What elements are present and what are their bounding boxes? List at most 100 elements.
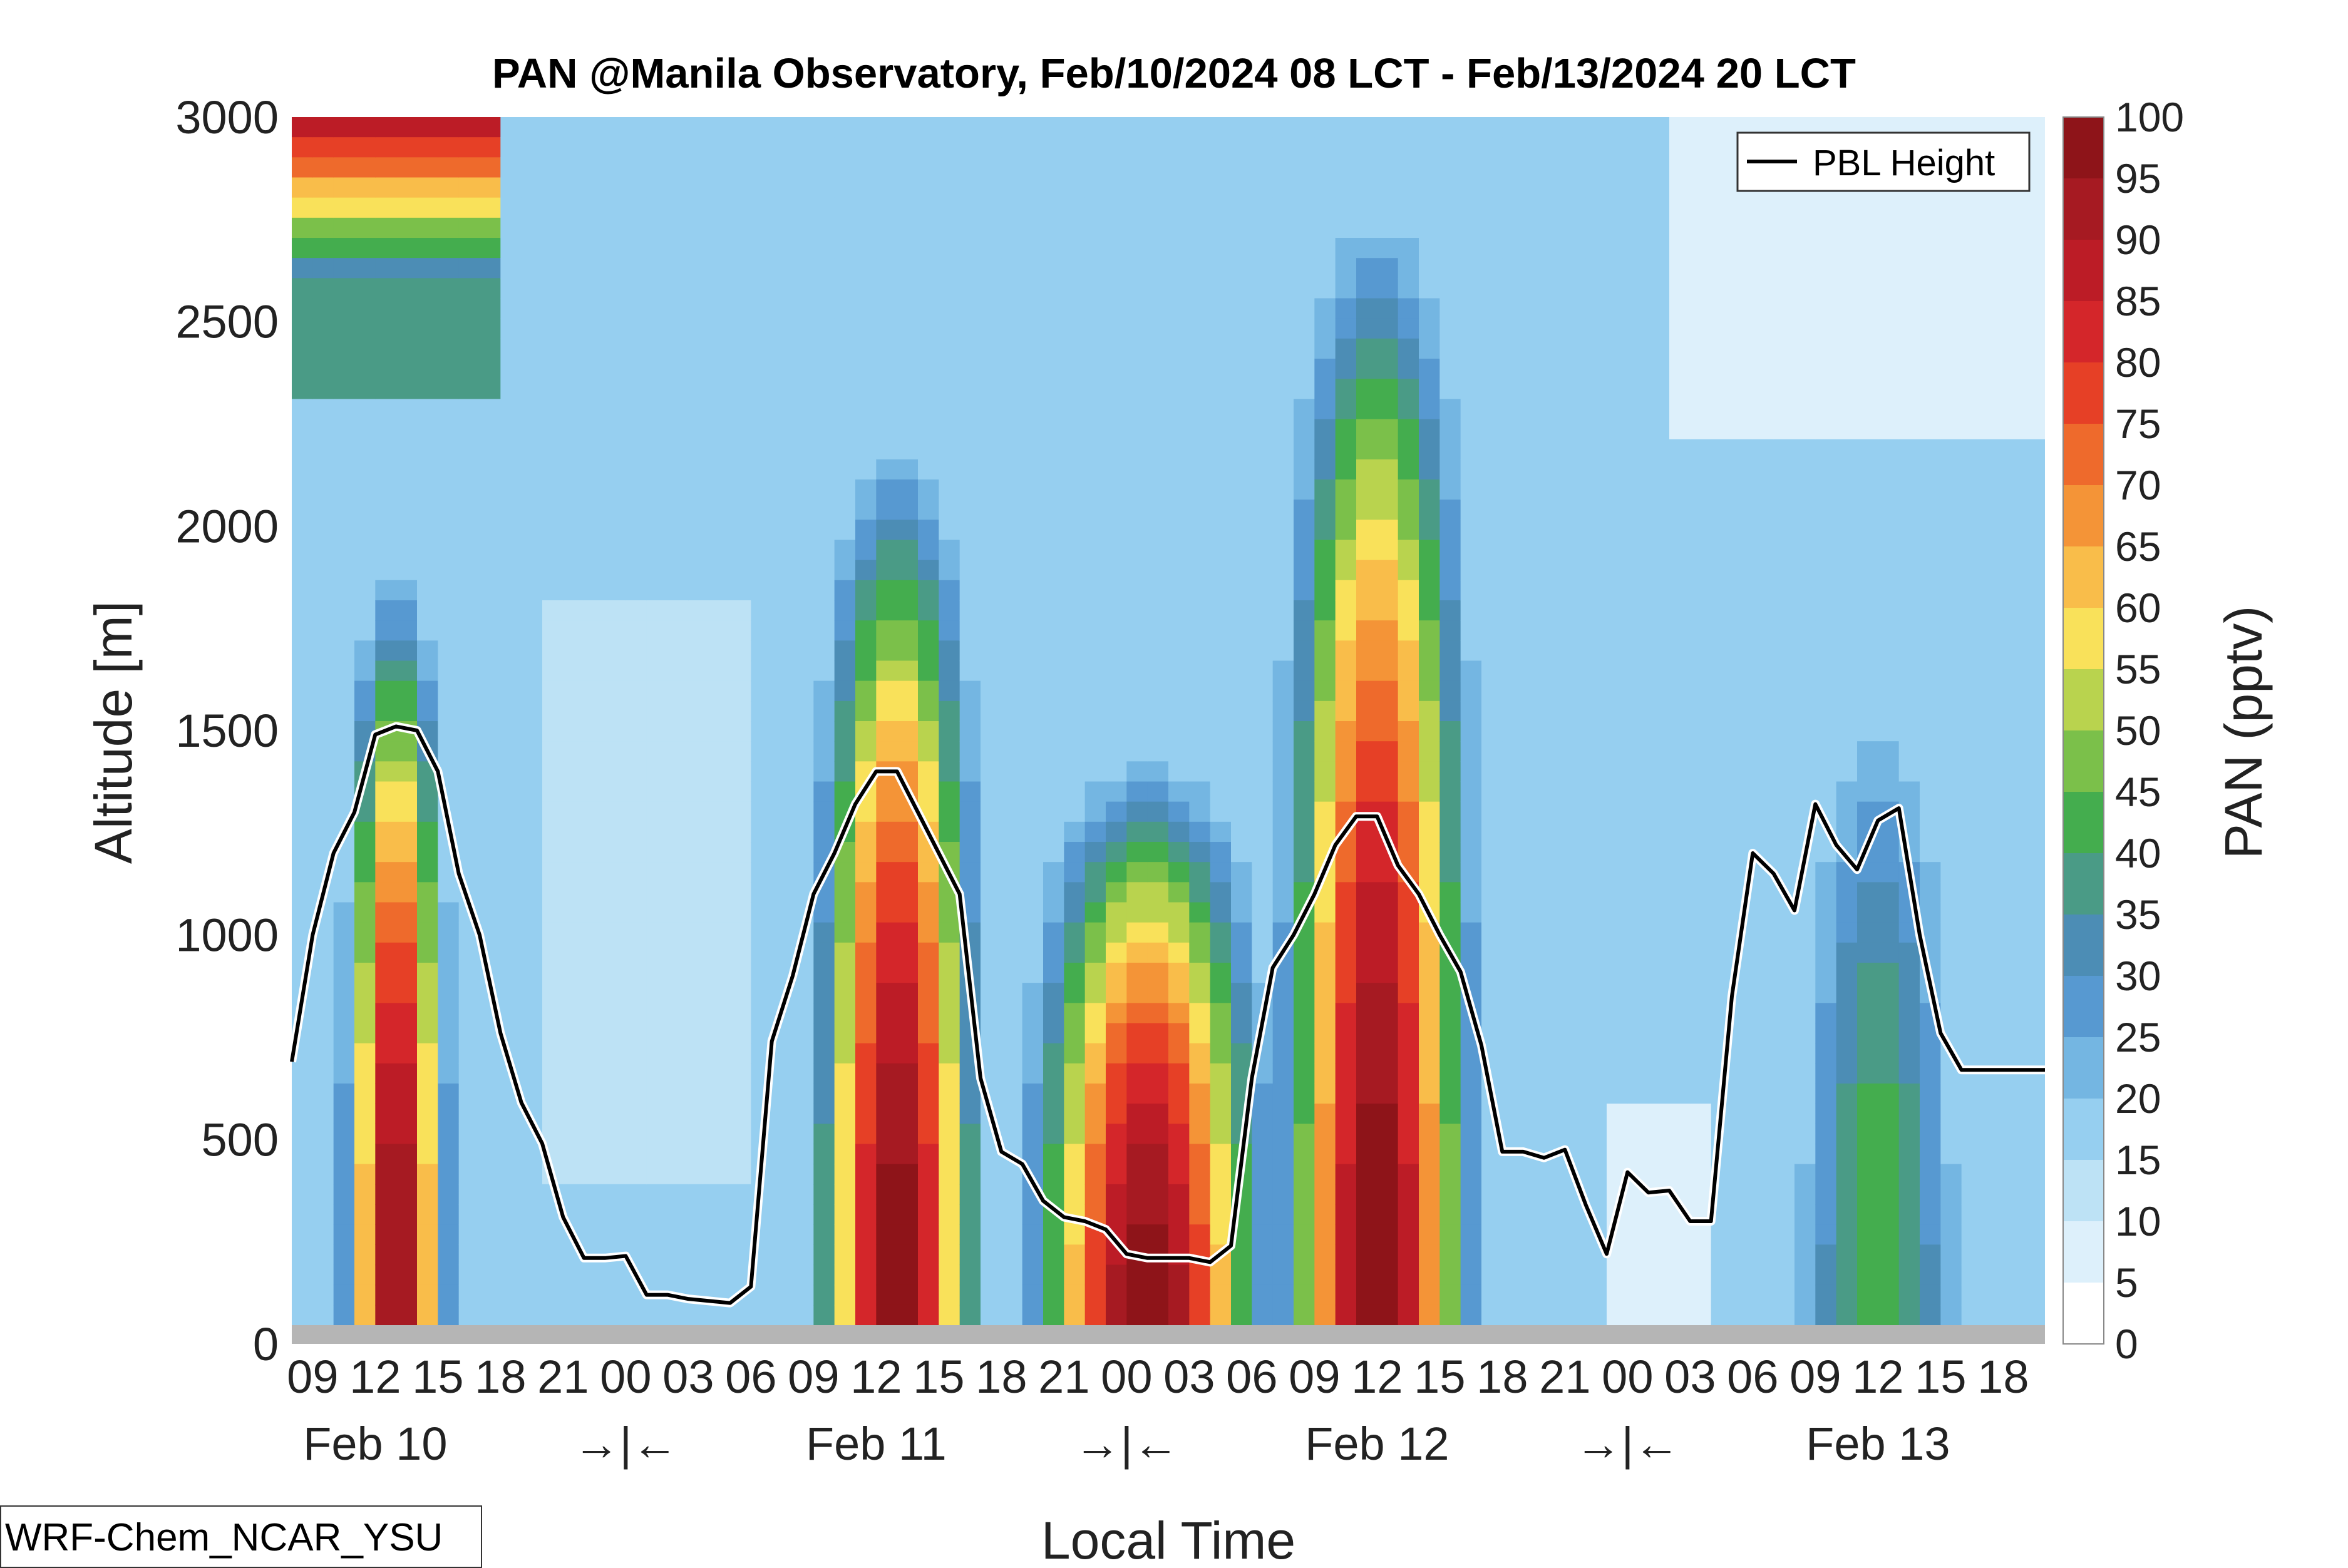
heatmap-cell (793, 177, 814, 198)
heatmap-cell (688, 963, 710, 983)
heatmap-cell (876, 217, 898, 238)
heatmap-cell (1627, 862, 1649, 883)
heatmap-cell (1607, 439, 1628, 460)
heatmap-cell (730, 1164, 751, 1185)
heatmap-cell (605, 560, 626, 581)
heatmap-cell (1481, 298, 1503, 319)
heatmap-cell (813, 439, 835, 460)
heatmap-cell (1669, 1124, 1691, 1145)
heatmap-cell (1982, 862, 2004, 883)
heatmap-cell (1272, 1304, 1294, 1325)
heatmap-cell (1294, 359, 1315, 379)
heatmap-cell (1481, 821, 1503, 843)
heatmap-cell (563, 419, 585, 440)
heatmap-cell (1356, 177, 1377, 198)
heatmap-cell (1126, 298, 1148, 319)
heatmap-cell (855, 1023, 877, 1044)
heatmap-cell (1565, 1224, 1587, 1245)
heatmap-cell (1940, 862, 1962, 883)
heatmap-cell (1419, 419, 1440, 440)
heatmap-cell (354, 1063, 376, 1084)
heatmap-cell (793, 862, 814, 883)
heatmap-cell (981, 338, 1002, 359)
heatmap-cell (876, 278, 898, 299)
heatmap-cell (834, 177, 856, 198)
heatmap-cell (1627, 439, 1649, 460)
heatmap-cell (1523, 680, 1545, 702)
heatmap-cell (375, 379, 397, 399)
heatmap-cell (813, 540, 835, 561)
heatmap-cell (1252, 439, 1274, 460)
heatmap-cell (1314, 680, 1336, 702)
heatmap-cell (876, 922, 898, 943)
heatmap-cell (1690, 580, 1712, 601)
heatmap-cell (876, 1184, 898, 1205)
heatmap-cell (1940, 1224, 1962, 1245)
heatmap-cell (333, 540, 355, 561)
heatmap-cell (2003, 560, 2025, 581)
heatmap-cell (1084, 700, 1106, 722)
heatmap-cell (333, 258, 355, 279)
heatmap-cell (646, 942, 668, 963)
heatmap-cell (1189, 1063, 1211, 1084)
heatmap-cell (1690, 338, 1712, 359)
heatmap-cell (646, 660, 668, 682)
heatmap-cell (1732, 1304, 1753, 1325)
heatmap-cell (751, 338, 773, 359)
heatmap-cell (2003, 963, 2025, 983)
heatmap-cell (542, 942, 564, 963)
heatmap-cell (1669, 1304, 1691, 1325)
heatmap-cell (667, 439, 689, 460)
heatmap-cell (1961, 379, 1983, 399)
heatmap-cell (1961, 359, 1983, 379)
heatmap-cell (605, 177, 626, 198)
heatmap-cell (1732, 217, 1753, 238)
heatmap-cell (1294, 1284, 1315, 1306)
heatmap-cell (2003, 902, 2025, 923)
heatmap-cell (1753, 580, 1774, 601)
heatmap-cell (709, 761, 731, 782)
heatmap-cell (1231, 419, 1252, 440)
heatmap-cell (354, 821, 376, 843)
heatmap-cell (375, 1204, 397, 1225)
heatmap-cell (1732, 238, 1753, 259)
heatmap-cell (939, 117, 960, 138)
heatmap-cell (1920, 540, 1941, 561)
heatmap-cell (1314, 1264, 1336, 1286)
heatmap-cell (521, 500, 543, 520)
heatmap-cell (1335, 217, 1357, 238)
heatmap-cell (1815, 359, 1837, 379)
heatmap-cell (1377, 1224, 1399, 1245)
heatmap-cell (1753, 781, 1774, 802)
heatmap-cell (1022, 963, 1044, 983)
heatmap-cell (959, 721, 981, 742)
heatmap-cell (667, 1063, 689, 1084)
heatmap-cell (1147, 459, 1169, 480)
heatmap-cell (667, 1164, 689, 1185)
heatmap-cell (959, 157, 981, 178)
heatmap-cell (1940, 338, 1962, 359)
heatmap-cell (855, 157, 877, 178)
heatmap-cell (1920, 459, 1941, 480)
heatmap-cell (1732, 197, 1753, 218)
heatmap-cell (1794, 1144, 1816, 1165)
heatmap-cell (1961, 338, 1983, 359)
heatmap-cell (1106, 338, 1127, 359)
heatmap-cell (1043, 1244, 1064, 1266)
heatmap-cell (855, 560, 877, 581)
heatmap-cell (1544, 278, 1565, 299)
heatmap-cell (1335, 1104, 1357, 1124)
heatmap-cell (417, 197, 438, 218)
heatmap-cell (1648, 520, 1670, 541)
heatmap-cell (521, 882, 543, 903)
heatmap-cell (771, 399, 793, 420)
heatmap-cell (1168, 217, 1190, 238)
heatmap-cell (375, 1244, 397, 1266)
heatmap-cell (1377, 238, 1399, 259)
heatmap-cell (981, 842, 1002, 863)
heatmap-cell (1272, 399, 1294, 420)
heatmap-cell (751, 680, 773, 702)
heatmap-cell (605, 338, 626, 359)
heatmap-cell (1565, 1124, 1587, 1145)
heatmap-cell (1377, 1284, 1399, 1306)
